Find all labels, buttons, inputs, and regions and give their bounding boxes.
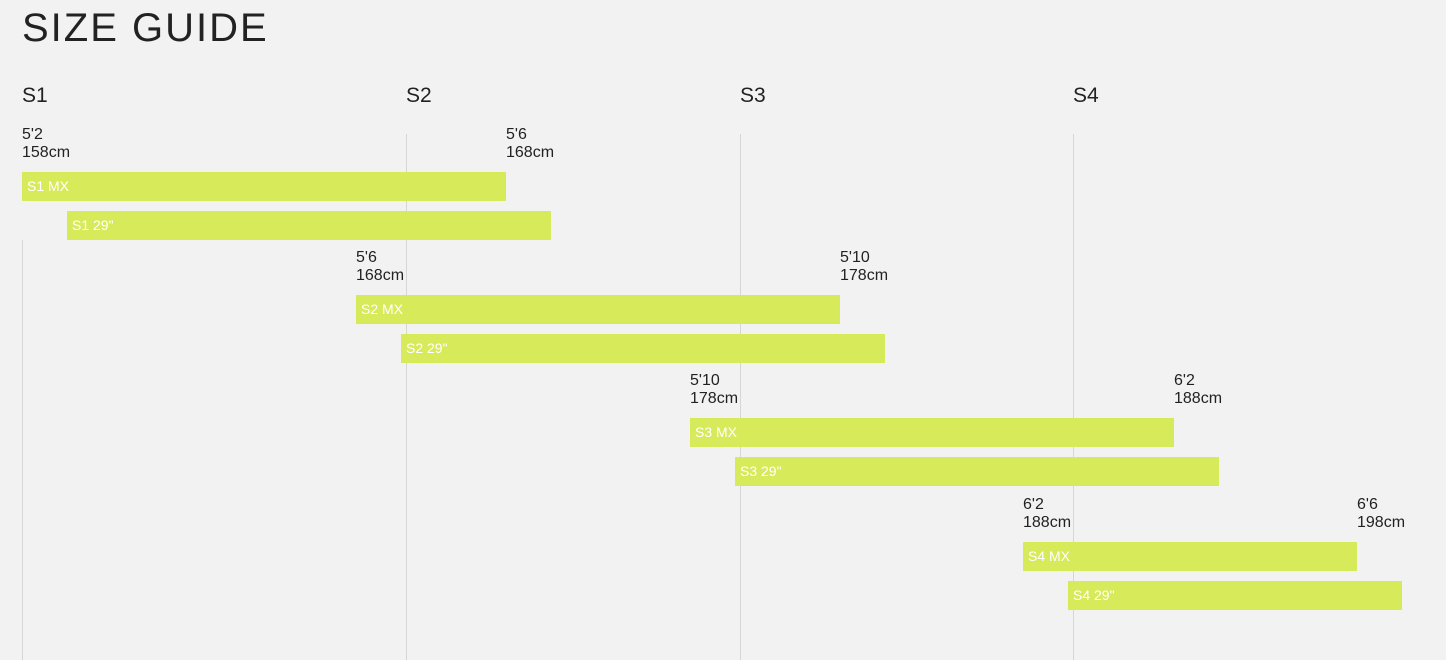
- gridline-s3: [740, 134, 741, 660]
- size-bar-s2-29: S2 29": [401, 334, 885, 363]
- size-bar-s3-29: S3 29": [735, 457, 1219, 486]
- size-bar-s4-mx: S4 MX: [1023, 542, 1357, 571]
- size-bar-s4-29: S4 29": [1068, 581, 1402, 610]
- size-bar-s1-29: S1 29": [67, 211, 551, 240]
- column-label-s3: S3: [740, 84, 766, 107]
- end-height-label: 5'6 168cm: [506, 126, 555, 161]
- column-label-s1: S1: [22, 84, 48, 107]
- end-height-label: 5'10 178cm: [840, 249, 889, 284]
- start-height-label: 6'2 188cm: [1023, 496, 1072, 531]
- start-height-label: 5'2 158cm: [22, 126, 71, 161]
- end-height-label: 6'6 198cm: [1357, 496, 1406, 531]
- size-bar-s2-mx: S2 MX: [356, 295, 840, 324]
- end-height-label: 6'2 188cm: [1174, 372, 1223, 407]
- size-bar-s3-mx: S3 MX: [690, 418, 1174, 447]
- gridline-s2: [406, 134, 407, 660]
- start-height-label: 5'6 168cm: [356, 249, 405, 284]
- page-title: SIZE GUIDE: [22, 6, 269, 50]
- size-bar-s1-mx: S1 MX: [22, 172, 506, 201]
- gridline-s1: [22, 240, 23, 660]
- column-label-s4: S4: [1073, 84, 1099, 107]
- gridline-s4: [1073, 134, 1074, 660]
- column-label-s2: S2: [406, 84, 432, 107]
- start-height-label: 5'10 178cm: [690, 372, 739, 407]
